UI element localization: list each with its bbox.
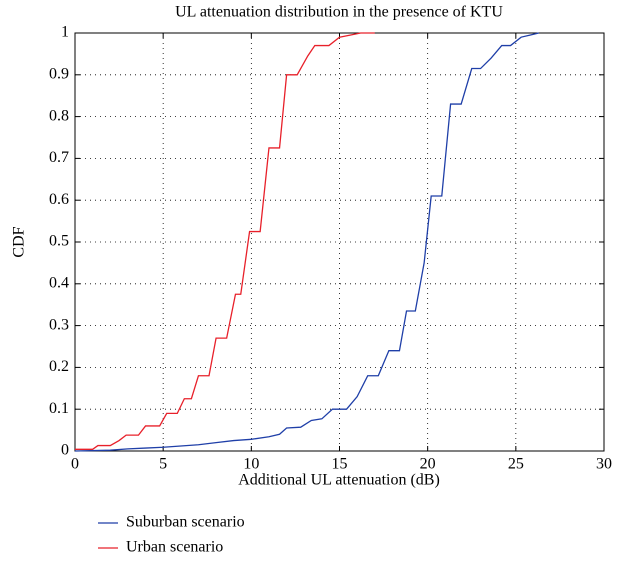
x-tick-label: 0 — [71, 456, 79, 473]
y-tick-label: 0.8 — [49, 107, 69, 124]
y-tick-label: 0.7 — [49, 149, 69, 166]
y-tick-label: 1 — [61, 24, 69, 41]
y-tick-label: 0.3 — [49, 316, 69, 333]
y-tick-label: 0.6 — [49, 191, 69, 208]
x-tick-label: 25 — [508, 456, 524, 473]
series-line — [75, 32, 375, 450]
chart-title: UL attenuation distribution in the prese… — [175, 4, 503, 21]
y-tick-label: 0.4 — [49, 274, 69, 291]
x-axis-label: Additional UL attenuation (dB) — [238, 472, 440, 489]
plot-frame — [74, 32, 605, 452]
x-tick-label: 15 — [332, 456, 348, 473]
x-tick-label: 20 — [420, 456, 436, 473]
series-line — [74, 32, 539, 452]
legend-label: Suburban scenario — [126, 514, 245, 531]
y-tick-label: 0.1 — [49, 400, 69, 417]
x-tick-label: 5 — [159, 456, 167, 473]
y-tick-label: 0.2 — [49, 358, 69, 375]
y-tick-label: 0 — [61, 442, 69, 459]
x-tick-label: 30 — [596, 456, 612, 473]
y-tick-label: 0.5 — [49, 233, 69, 250]
y-tick-label: 0.9 — [49, 65, 69, 82]
x-tick-label: 10 — [243, 456, 259, 473]
legend-label: Urban scenario — [126, 539, 223, 556]
y-axis-label: CDF — [11, 226, 28, 257]
